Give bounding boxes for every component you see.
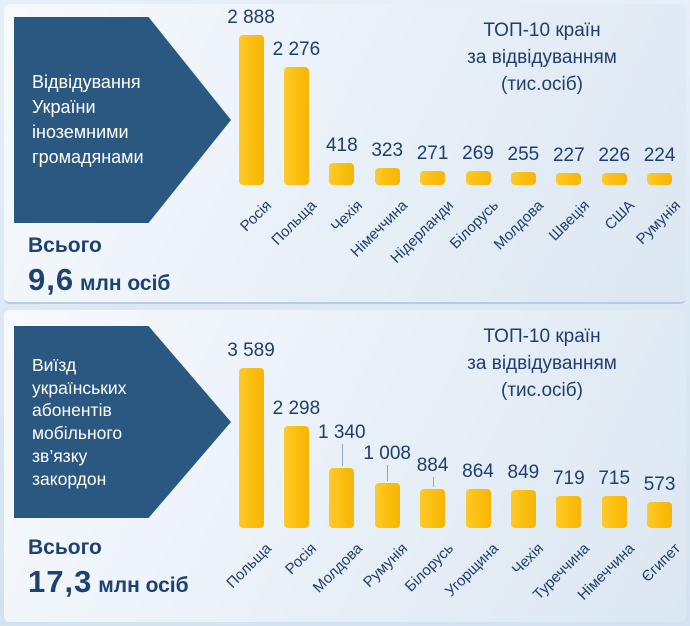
arrow-banner-line: українських bbox=[32, 377, 127, 398]
bar bbox=[465, 171, 491, 185]
arrow-banner-visits: Відвідування України іноземними громадян… bbox=[14, 17, 231, 223]
value-label: 864 bbox=[462, 461, 494, 482]
bar bbox=[420, 489, 446, 528]
total-unit: млн осіб bbox=[98, 574, 189, 597]
arrow-banner-line: іноземними bbox=[32, 122, 129, 142]
value-label: 884 bbox=[416, 455, 449, 476]
total-label: Всього bbox=[28, 536, 102, 559]
bar bbox=[374, 483, 400, 528]
category-label: Румунія bbox=[632, 197, 684, 248]
total-value: 17,3 bbox=[28, 564, 93, 599]
bar bbox=[556, 496, 582, 528]
chart-title-visits: ТОП-10 країн за відвідуванням (тис.осіб) bbox=[406, 18, 678, 99]
value-label: 1 340 bbox=[318, 422, 366, 443]
value-label: 224 bbox=[643, 145, 676, 166]
arrow-banner-line: громадянами bbox=[32, 146, 144, 167]
bar bbox=[283, 67, 309, 185]
value-label: 269 bbox=[462, 143, 494, 164]
leader-line bbox=[341, 444, 343, 466]
leader-line bbox=[432, 477, 434, 487]
bar bbox=[329, 468, 355, 528]
bar-chart-outbound: 3 589 Польща 2 298 Росія 1 340 Молдова 1 008 Ру… bbox=[223, 340, 684, 604]
bar bbox=[374, 168, 400, 185]
arrow-banner-line: абонентів bbox=[32, 400, 112, 421]
bar bbox=[283, 426, 309, 528]
bar bbox=[601, 173, 627, 185]
leader-line bbox=[387, 465, 389, 481]
total-label: Всього bbox=[28, 234, 102, 257]
value-label: 2 276 bbox=[272, 39, 321, 60]
chart-title-line: ТОП-10 країн bbox=[483, 20, 601, 41]
value-label: 573 bbox=[643, 474, 676, 495]
bar bbox=[465, 489, 491, 528]
arrow-banner-line: України bbox=[32, 97, 96, 118]
chart-title-line: ТОП-10 країн bbox=[483, 326, 601, 347]
bar bbox=[238, 368, 264, 528]
category-label: Польща bbox=[223, 540, 276, 592]
arrow-banner-line: мобільного bbox=[32, 423, 123, 443]
value-label: 719 bbox=[552, 468, 585, 489]
bar bbox=[556, 173, 582, 185]
chart-title-outbound: ТОП-10 країн за відвідуванням (тис.осіб) bbox=[406, 324, 678, 405]
bar bbox=[420, 171, 446, 185]
value-label: 2 888 bbox=[227, 7, 275, 28]
arrow-banner-outbound: Виїзд українських абонентів мобільного з… bbox=[14, 326, 231, 518]
total-unit: млн осіб bbox=[79, 272, 171, 295]
value-label: 715 bbox=[598, 468, 631, 489]
bar bbox=[510, 172, 536, 185]
chart-title-line: (тис.осіб) bbox=[501, 379, 583, 401]
value-label: 3 589 bbox=[227, 340, 275, 361]
panel-outbound-trips: Виїзд українських абонентів мобільного з… bbox=[4, 310, 686, 622]
arrow-banner-line: Відвідування bbox=[32, 72, 141, 93]
panel-visits-to-ukraine: Відвідування України іноземними громадян… bbox=[4, 4, 686, 304]
arrow-banner-line: зв’язку bbox=[32, 445, 88, 466]
total-value: 9,6 bbox=[28, 262, 75, 297]
value-label: 271 bbox=[416, 143, 449, 164]
value-label: 1 008 bbox=[363, 443, 411, 464]
total-outbound: Всього 17,3 млн осіб bbox=[28, 536, 189, 600]
chart-title-line: (тис.осіб) bbox=[501, 73, 583, 95]
value-label: 255 bbox=[507, 144, 540, 165]
value-label: 226 bbox=[598, 145, 631, 166]
value-label: 2 298 bbox=[272, 398, 321, 419]
value-label: 418 bbox=[325, 135, 358, 156]
bar bbox=[601, 496, 627, 528]
bar bbox=[647, 502, 673, 528]
arrow-banner-line: Виїзд bbox=[32, 354, 77, 375]
bar bbox=[510, 490, 536, 528]
total-visits: Всього 9,6 млн осіб bbox=[28, 234, 170, 298]
bar bbox=[238, 35, 264, 185]
chart-title-line: за відвідуванням bbox=[467, 352, 617, 374]
arrow-banner-line: закордон bbox=[32, 468, 107, 489]
value-label: 323 bbox=[371, 140, 404, 161]
value-label: 227 bbox=[552, 145, 585, 166]
bar bbox=[329, 163, 355, 185]
bar bbox=[647, 173, 673, 185]
value-label: 849 bbox=[507, 462, 540, 483]
chart-title-line: за відвідуванням bbox=[467, 46, 617, 68]
bar-chart-visits: 2 888 Росія 2 276 Польща 418 Чехія 323 Німеччин… bbox=[227, 7, 684, 267]
